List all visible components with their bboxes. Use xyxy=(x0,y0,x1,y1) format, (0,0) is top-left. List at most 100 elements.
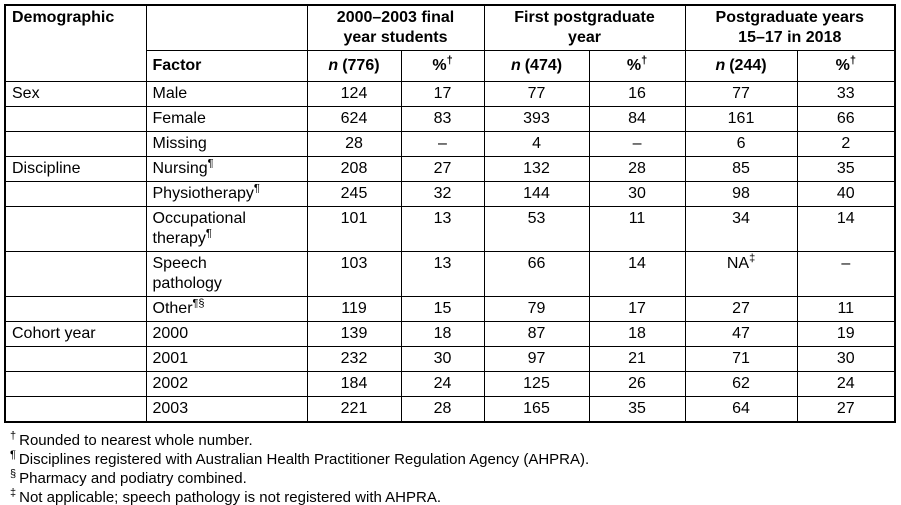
value-cell: 33 xyxy=(796,81,896,107)
table-row-discipline-occupational-therapy: Occupational therapy¶ 101 13 53 11 34 14 xyxy=(4,206,896,252)
value-cell: 62 xyxy=(684,371,798,397)
value-cell: 83 xyxy=(400,106,485,132)
value-cell: 28 xyxy=(588,156,686,182)
group-header-postgraduate-years-15-17: Postgraduate years 15–17 in 2018 xyxy=(684,4,896,51)
factor-cell: Physiotherapy¶ xyxy=(145,181,308,207)
factor-cell: Nursing¶ xyxy=(145,156,308,182)
value-cell: 84 xyxy=(588,106,686,132)
value-cell: 139 xyxy=(306,321,402,347)
na-value-cell: NA‡ xyxy=(684,251,798,297)
value-cell: 66 xyxy=(483,251,590,297)
value-cell: 98 xyxy=(684,181,798,207)
table-row-discipline-speech-pathology: Speech pathology 103 13 66 14 NA‡ – xyxy=(4,251,896,297)
dagger-footnote-marker: † xyxy=(849,54,856,67)
value-cell: 26 xyxy=(588,371,686,397)
pct-column-header-1: %† xyxy=(400,50,485,82)
dagger-footnote-marker: † xyxy=(10,430,17,442)
pilcrow-section-footnote-marker: ¶§ xyxy=(192,297,205,310)
value-cell: 87 xyxy=(483,321,590,347)
demographic-group-cell: Sex xyxy=(4,81,147,107)
n-244-column-header: n (244) xyxy=(684,50,798,82)
value-cell: 221 xyxy=(306,396,402,423)
value-cell: 184 xyxy=(306,371,402,397)
value-cell: 17 xyxy=(588,296,686,322)
demographic-column-header: Demographic xyxy=(4,4,147,82)
value-cell: 14 xyxy=(796,206,896,252)
value-cell: – xyxy=(400,131,485,157)
demographic-group-cell xyxy=(4,251,147,297)
table-row-discipline-physiotherapy: Physiotherapy¶ 245 32 144 30 98 40 xyxy=(4,181,896,207)
value-cell: 21 xyxy=(588,346,686,372)
value-cell: 24 xyxy=(400,371,485,397)
dagger-footnote-marker: † xyxy=(446,54,453,67)
value-cell: 165 xyxy=(483,396,590,423)
value-cell: 71 xyxy=(684,346,798,372)
demographics-table: Demographic 2000–2003 final year student… xyxy=(4,4,897,423)
table-row-sex-male: Sex Male 124 17 77 16 77 33 xyxy=(4,81,896,107)
demographic-group-cell xyxy=(4,296,147,322)
factor-cell: Female xyxy=(145,106,308,132)
demographic-group-cell xyxy=(4,206,147,252)
demographic-group-cell xyxy=(4,371,147,397)
dagger-footnote-marker: † xyxy=(641,54,648,67)
value-cell: 2 xyxy=(796,131,896,157)
column-header-row: Factor n (776) %† n (474) %† n (244) %† xyxy=(5,50,896,82)
factor-cell: Male xyxy=(145,81,308,107)
table-row-discipline-nursing: Discipline Nursing¶ 208 27 132 28 85 35 xyxy=(4,156,896,182)
factor-cell: 2002 xyxy=(145,371,308,397)
value-cell: 35 xyxy=(588,396,686,423)
value-cell: 13 xyxy=(400,206,485,252)
value-cell: 28 xyxy=(306,131,402,157)
demographic-group-cell xyxy=(4,131,147,157)
n-776-column-header: n (776) xyxy=(306,50,402,82)
table-row-sex-missing: Missing 28 – 4 – 6 2 xyxy=(4,131,896,157)
table-row-cohort-2003: 2003 221 28 165 35 64 27 xyxy=(4,396,896,423)
footnote-text: Not applicable; speech pathology is not … xyxy=(19,489,442,505)
value-cell: – xyxy=(796,251,896,297)
value-cell: 79 xyxy=(483,296,590,322)
group-header-final-year-students: 2000–2003 final year students xyxy=(306,4,485,51)
factor-cell: 2001 xyxy=(145,346,308,372)
value-cell: 393 xyxy=(483,106,590,132)
value-cell: 18 xyxy=(588,321,686,347)
value-cell: 77 xyxy=(483,81,590,107)
footnote-text: Disciplines registered with Australian H… xyxy=(18,451,590,468)
pilcrow-footnote-marker: ¶ xyxy=(205,227,212,240)
demographic-group-cell xyxy=(4,396,147,423)
factor-cell: Speech pathology xyxy=(145,251,308,297)
factor-cell: Occupational therapy¶ xyxy=(145,206,308,252)
value-cell: 17 xyxy=(400,81,485,107)
footnote-text: Pharmacy and podiatry combined. xyxy=(19,470,247,487)
value-cell: 13 xyxy=(400,251,485,297)
value-cell: 6 xyxy=(684,131,798,157)
value-cell: 66 xyxy=(796,106,896,132)
pct-column-header-2: %† xyxy=(588,50,686,82)
n-variable: n xyxy=(715,57,726,74)
empty-header-cell xyxy=(145,4,308,51)
section-footnote-marker: § xyxy=(10,468,17,480)
n-variable: n xyxy=(510,57,521,74)
value-cell: 85 xyxy=(684,156,798,182)
value-cell: 30 xyxy=(796,346,896,372)
footnote-double-dagger: ‡ Not applicable; speech pathology is not… xyxy=(10,488,901,505)
value-cell: 30 xyxy=(588,181,686,207)
value-cell: 14 xyxy=(588,251,686,297)
double-dagger-footnote-marker: ‡ xyxy=(10,487,17,499)
pilcrow-footnote-marker: ¶ xyxy=(253,182,260,195)
value-cell: 11 xyxy=(588,206,686,252)
value-cell: 161 xyxy=(684,106,798,132)
value-cell: 24 xyxy=(796,371,896,397)
pilcrow-footnote-marker: ¶ xyxy=(207,157,214,170)
value-cell: 34 xyxy=(684,206,798,252)
value-cell: 77 xyxy=(684,81,798,107)
pilcrow-footnote-marker: ¶ xyxy=(10,449,16,461)
footnotes: † Rounded to nearest whole number. ¶ Disci… xyxy=(10,431,901,505)
group-header-first-postgraduate-year: First postgraduate year xyxy=(483,4,686,51)
demographic-group-cell xyxy=(4,106,147,132)
value-cell: 35 xyxy=(796,156,896,182)
value-cell: 15 xyxy=(400,296,485,322)
table-row-sex-female: Female 624 83 393 84 161 66 xyxy=(4,106,896,132)
footnote-section: § Pharmacy and podiatry combined. xyxy=(10,469,901,488)
value-cell: 101 xyxy=(306,206,402,252)
